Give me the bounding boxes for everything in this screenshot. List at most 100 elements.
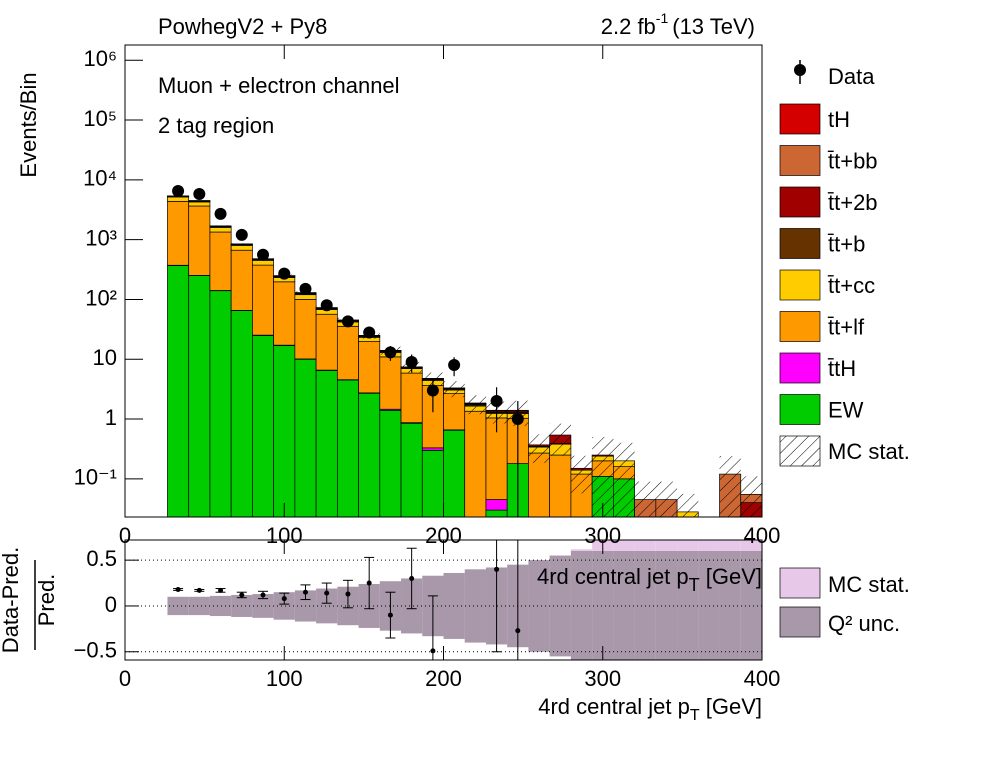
frame — [124, 44, 763, 518]
ratio-point — [430, 648, 436, 654]
legend-swatch — [779, 103, 821, 135]
legend-label: t̄t+2b — [828, 190, 878, 215]
y-tick-label: 10⁶ — [83, 46, 117, 71]
mc-stat-band — [188, 200, 210, 201]
bar-segment — [252, 335, 274, 517]
x-tick-label: 200 — [425, 666, 462, 691]
bar-segment — [336, 379, 359, 517]
x-label-sub: T — [690, 707, 700, 724]
bar-segment — [188, 205, 211, 276]
y-tick-label: 10³ — [85, 225, 117, 250]
bar-segment — [528, 452, 551, 517]
data-point — [235, 228, 248, 241]
legend-swatch — [779, 606, 821, 638]
lumi: 2.2 fb — [601, 14, 656, 39]
data-point — [299, 282, 312, 295]
y-tick-label: 10² — [85, 285, 117, 310]
mc-stat-band — [613, 442, 635, 517]
mc-stat-band — [634, 481, 656, 517]
x-axis-label: 4rd central jet pT [GeV] — [538, 694, 762, 724]
bar-segment — [400, 372, 423, 424]
ratio-point — [175, 586, 181, 592]
legend-swatch — [779, 352, 821, 384]
data-point — [341, 315, 354, 328]
bar-segment — [273, 281, 296, 346]
legend-swatch — [779, 228, 821, 259]
bar-segment — [188, 201, 211, 207]
x-tick-label: 0 — [119, 666, 131, 691]
bar-segment — [252, 264, 274, 336]
mc-stat-band — [464, 395, 486, 415]
legend: Data tH t̄t+bb t̄t+2b t̄t+b t̄t+cc t̄t+lf t̄tH E… — [779, 60, 910, 638]
legend-swatch — [779, 186, 821, 218]
x-tick-label: 100 — [266, 666, 303, 691]
ratio-point — [494, 566, 500, 572]
legend-label: Data — [828, 64, 875, 89]
legend-swatch — [779, 269, 821, 301]
ratio-point — [302, 589, 308, 595]
bar-segment — [315, 370, 338, 517]
uncertainty-band — [549, 555, 571, 657]
data-point — [320, 299, 333, 312]
uncertainty-band — [188, 596, 210, 616]
ratio-point — [345, 591, 351, 597]
data-point — [511, 413, 524, 426]
x-label: 4rd central jet p — [537, 564, 689, 589]
bar-segment — [167, 200, 190, 266]
data-point — [426, 384, 439, 397]
legend-swatch — [779, 394, 821, 425]
data-point — [193, 188, 206, 201]
uncertainty-band — [655, 550, 678, 660]
legend-swatch — [779, 435, 821, 467]
legend-label: MC stat. — [828, 439, 910, 464]
header-right: 2.2 fb-1 (13 TeV) — [601, 10, 755, 39]
ratio-label-num: Data-Pred. — [0, 547, 23, 653]
x-tick-label: 0 — [119, 523, 131, 548]
x-tick-label: 400 — [744, 666, 781, 691]
uncertainty-band — [613, 550, 635, 660]
uncertainty-band — [740, 550, 762, 660]
mc-stat-band — [592, 437, 614, 517]
data-point — [405, 355, 418, 368]
legend-label: t̄t+lf — [828, 314, 865, 339]
bar-segment — [358, 341, 381, 394]
uncertainty-band — [316, 588, 338, 624]
uncertainty-band — [677, 550, 699, 660]
bar-segment — [294, 294, 317, 300]
uncertainty-band — [167, 596, 189, 616]
legend-marker — [794, 64, 806, 76]
bar-segment — [294, 358, 317, 517]
frame — [124, 539, 763, 661]
legend-label: t̄tH — [828, 356, 856, 381]
bar-segment — [336, 325, 359, 381]
data-point — [278, 267, 291, 280]
bar-segment — [464, 410, 487, 517]
mc-stat-band — [570, 455, 593, 494]
legend-label: t̄t+cc — [828, 273, 875, 298]
annotation: 2 tag region — [158, 113, 274, 138]
main-plot — [167, 185, 762, 517]
uncertainty-band — [273, 592, 295, 620]
bar-segment — [315, 313, 338, 371]
ratio-point — [324, 590, 330, 596]
bar-segment — [379, 409, 402, 517]
y-tick-label: 10 — [93, 345, 117, 370]
mc-stat-band — [443, 381, 465, 398]
ratio-point — [409, 575, 415, 581]
y-tick-label: 0 — [105, 592, 117, 617]
mc-stat-band — [719, 456, 741, 517]
bar-segment — [252, 260, 274, 266]
bar-segment — [549, 454, 572, 517]
uncertainty-band — [464, 569, 486, 643]
data-point — [363, 326, 376, 339]
legend-swatch — [779, 311, 821, 342]
bar-segment — [209, 231, 232, 291]
mc-stat-band — [655, 481, 678, 517]
uncertainty-band — [698, 550, 720, 660]
uncertainty-band — [528, 560, 550, 652]
bar-segment — [358, 392, 381, 517]
y-tick-label: 1 — [105, 405, 117, 430]
legend-label: EW — [828, 397, 864, 422]
uncertainty-band — [252, 594, 274, 618]
